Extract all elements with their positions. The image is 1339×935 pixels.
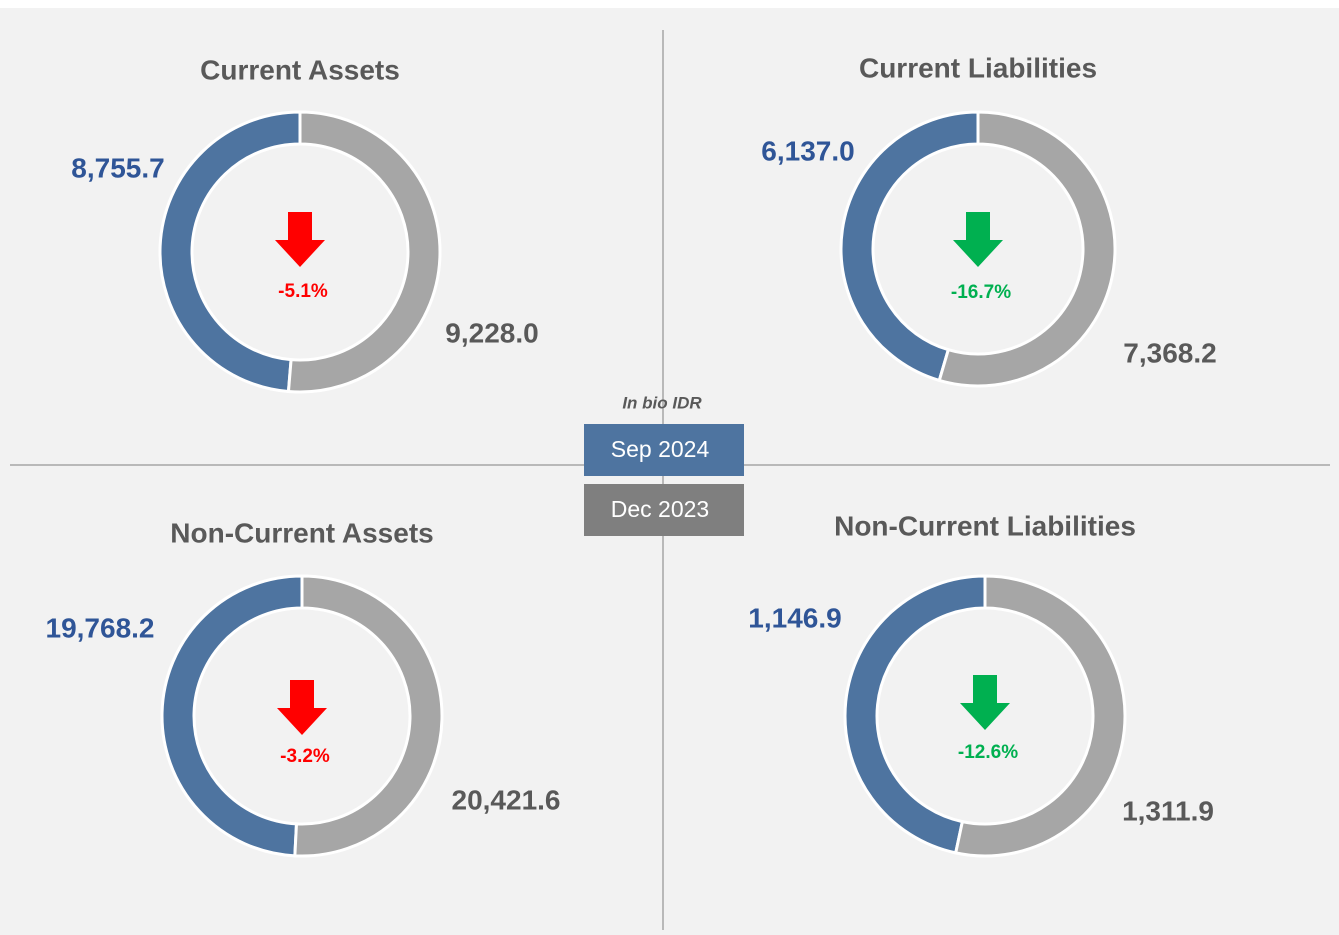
donut-slice: [293, 574, 444, 858]
legend-label: Dec 2023: [611, 496, 709, 522]
chart-title: Current Liabilities: [859, 52, 1097, 83]
value-label: 7,368.2: [1123, 337, 1216, 368]
legend-swatch: [584, 424, 744, 476]
value-label: 1,146.9: [748, 602, 841, 633]
change-arrow: [275, 212, 325, 267]
legend-swatch: [584, 484, 744, 536]
donut-slice: [839, 110, 980, 383]
change-arrow: [960, 675, 1010, 730]
chart-title: Non-Current Assets: [170, 517, 433, 548]
donut-slice: [160, 574, 304, 858]
donut-slice: [286, 110, 442, 394]
legend-label: Sep 2024: [611, 436, 710, 462]
value-label: 6,137.0: [761, 135, 854, 166]
chart-title: Current Assets: [200, 54, 400, 85]
donut-slice: [158, 110, 302, 394]
donut-slice: [937, 110, 1117, 388]
change-arrow: [277, 680, 327, 735]
value-label: 20,421.6: [452, 784, 561, 815]
value-label: 19,768.2: [46, 612, 155, 643]
change-label: -12.6%: [958, 742, 1018, 763]
value-label: 9,228.0: [445, 317, 538, 348]
unit-note: In bio IDR: [622, 393, 702, 412]
change-label: -3.2%: [280, 746, 330, 767]
donut-slice: [843, 574, 987, 855]
value-label: 8,755.7: [71, 152, 164, 183]
change-label: -5.1%: [278, 281, 328, 302]
donut-slice: [953, 574, 1127, 858]
change-arrow: [953, 212, 1003, 267]
chart-title: Non-Current Liabilities: [834, 510, 1136, 541]
value-label: 1,311.9: [1122, 795, 1214, 826]
change-label: -16.7%: [951, 282, 1011, 303]
